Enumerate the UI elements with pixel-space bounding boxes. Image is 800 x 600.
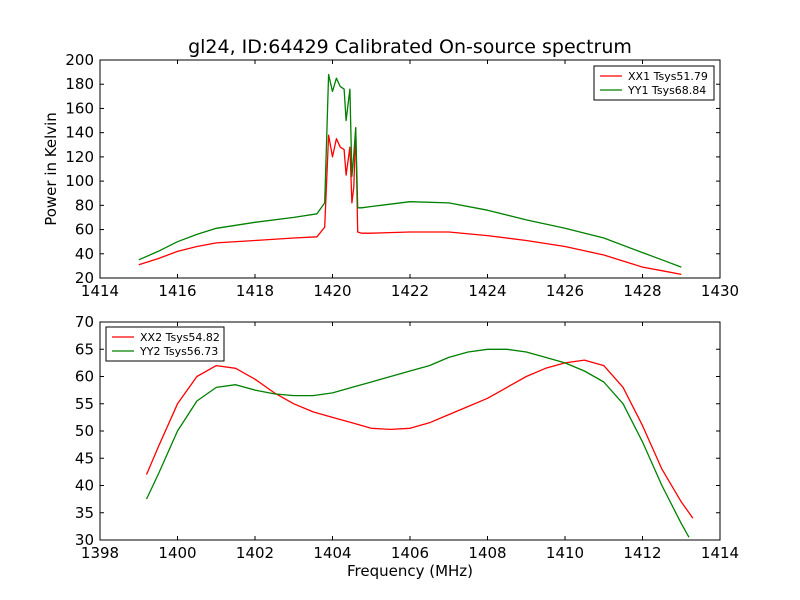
- x-tick-label: 1412: [623, 544, 661, 562]
- y-axis-label: Power in Kelvin: [42, 112, 60, 226]
- legend-label: YY1 Tsys68.84: [627, 84, 706, 97]
- y-tick-label: 30: [75, 531, 94, 549]
- y-tick-label: 70: [75, 313, 94, 331]
- series-line-2: [138, 73, 682, 268]
- x-tick-label: 1402: [236, 544, 274, 562]
- x-tick-label: 1410: [546, 544, 584, 562]
- legend-label: XX2 Tsys54.82: [140, 331, 220, 344]
- x-tick-label: 1400: [158, 544, 196, 562]
- top-plot: 1414 1416 1418 1420 1422 1424 1426 1428 1430 20 40…: [42, 51, 739, 300]
- x-tick-label: 1408: [468, 544, 506, 562]
- legend-box: [593, 65, 715, 101]
- series-line-1: [138, 127, 682, 276]
- y-tick-label: 40: [75, 477, 94, 495]
- x-tick-label: 1420: [313, 282, 351, 300]
- x-tick-label: 1406: [391, 544, 429, 562]
- y-tick-label: 100: [65, 172, 94, 190]
- y-tick-label: 50: [75, 422, 94, 440]
- y-tick-label: 35: [75, 504, 94, 522]
- y-tick-label: 65: [75, 340, 94, 358]
- y-tick-label: 160: [65, 99, 94, 117]
- x-axis-label: Frequency (MHz): [347, 562, 473, 580]
- y-tick-label: 120: [65, 148, 94, 166]
- series-line-1: [145, 359, 694, 519]
- x-tick-label: 1430: [701, 282, 739, 300]
- y-tick-label: 140: [65, 124, 94, 142]
- y-tick-label: 55: [75, 395, 94, 413]
- x-tick-label: 1414: [701, 544, 739, 562]
- bottom-plot: 1398 1400 1402 1404 1406 1408 1410 1412 1414 30 35…: [75, 313, 739, 580]
- x-tick-label: 1422: [391, 282, 429, 300]
- series-line-2: [145, 348, 690, 538]
- x-tick-label: 1416: [158, 282, 196, 300]
- x-tick-label: 1418: [236, 282, 274, 300]
- y-tick-label: 40: [75, 245, 94, 263]
- chart-title: gl24, ID:64429 Calibrated On-source spec…: [188, 36, 632, 58]
- x-tick-label: 1398: [81, 544, 119, 562]
- x-tick-label: 1424: [468, 282, 506, 300]
- legend-label: YY2 Tsys56.73: [139, 345, 218, 358]
- y-tick-label: 45: [75, 449, 94, 467]
- x-tick-label: 1414: [81, 282, 119, 300]
- x-tick-label: 1426: [546, 282, 584, 300]
- x-tick-label: 1404: [313, 544, 351, 562]
- y-tick-label: 200: [65, 51, 94, 69]
- y-tick-label: 20: [75, 269, 94, 287]
- legend-label: XX1 Tsys51.79: [628, 70, 708, 83]
- y-tick-label: 60: [75, 368, 94, 386]
- y-tick-label: 80: [75, 196, 94, 214]
- y-tick-label: 60: [75, 221, 94, 239]
- legend-box: [105, 326, 225, 362]
- y-tick-label: 180: [65, 75, 94, 93]
- x-tick-label: 1428: [623, 282, 661, 300]
